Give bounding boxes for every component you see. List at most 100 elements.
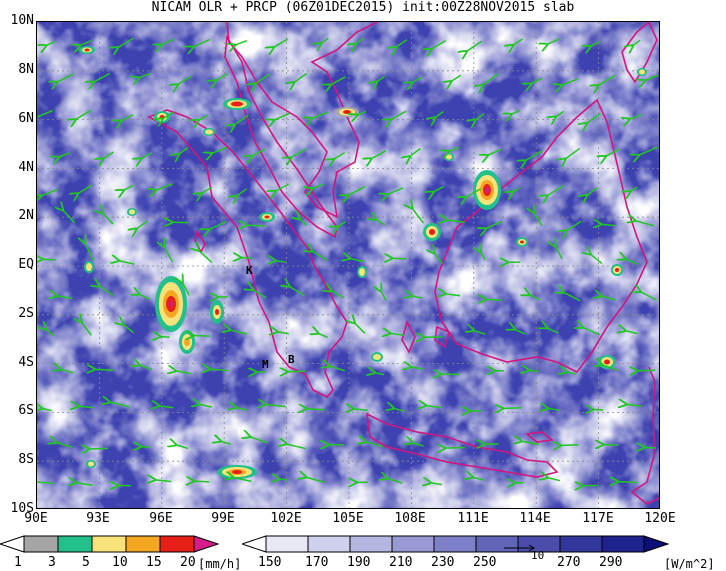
lat-label: 10S xyxy=(10,501,34,516)
precip-cell xyxy=(259,212,275,222)
wind-arrow xyxy=(75,109,92,119)
olr-tick: 230 xyxy=(431,555,455,570)
wind-arrow xyxy=(601,296,617,301)
wind-arrow xyxy=(46,329,55,337)
lon-label: 108E xyxy=(394,511,426,526)
wind-arrow xyxy=(435,110,444,119)
wind-arrow xyxy=(390,110,407,120)
wind-arrow xyxy=(547,38,560,45)
lat-label: 8N xyxy=(18,62,34,77)
wind-arrow xyxy=(252,289,267,299)
wind-arrow xyxy=(592,410,604,411)
olr-tick: 290 xyxy=(599,555,623,570)
precip-tick: 5 xyxy=(82,555,90,570)
precip-cell xyxy=(637,68,647,76)
wind-arrow xyxy=(177,75,193,85)
wind-arrow xyxy=(560,445,579,446)
wind-arrow xyxy=(312,251,328,261)
precip-tick: 20 xyxy=(180,555,196,570)
wind-arrow xyxy=(555,110,565,117)
wind-arrow xyxy=(582,327,601,336)
precip-unit: [mm/h] xyxy=(198,557,242,571)
wind-arrow xyxy=(644,74,659,81)
wind-arrow xyxy=(275,183,290,191)
precipitation-cells xyxy=(79,46,647,479)
wind-arrow xyxy=(547,478,561,482)
wind-arrow xyxy=(162,111,174,119)
wind-arrow xyxy=(376,219,385,226)
philippine-coast xyxy=(621,22,658,84)
wind-arrow xyxy=(198,250,213,264)
lon-label: 102E xyxy=(270,511,302,526)
wind-arrow xyxy=(81,322,92,336)
wind-arrow xyxy=(58,152,70,158)
wind-arrow xyxy=(329,366,345,372)
wind-arrow xyxy=(139,294,150,300)
wind-arrow xyxy=(511,109,521,114)
wind-arrow xyxy=(230,330,248,335)
wind-arrow xyxy=(528,370,539,371)
wind-arrow xyxy=(349,258,364,263)
wind-arrow xyxy=(287,371,305,372)
wind-arrow xyxy=(56,442,73,449)
lon-label: 90E xyxy=(24,511,48,526)
lat-label: 10N xyxy=(10,13,34,28)
precip-cell xyxy=(335,107,359,117)
precip-cell xyxy=(223,98,251,110)
wind-arrow xyxy=(603,445,619,446)
lon-label: 120E xyxy=(644,511,676,526)
lon-label: 111E xyxy=(457,511,489,526)
lat-label: 4S xyxy=(18,355,34,370)
wind-arrow xyxy=(433,185,445,192)
wind-arrow xyxy=(625,259,638,265)
lat-label: 4N xyxy=(18,160,34,175)
wind-arrow xyxy=(566,220,582,231)
precip-cell xyxy=(210,300,224,324)
lon-label: 96E xyxy=(149,511,173,526)
precip-cell xyxy=(179,330,195,354)
wind-arrow xyxy=(633,39,641,46)
wind-arrow xyxy=(109,402,130,408)
wind-arrow xyxy=(273,38,288,48)
wind-arrow xyxy=(42,408,52,410)
precip-cell xyxy=(423,223,441,241)
wind-arrow xyxy=(246,225,266,226)
lat-label: 8S xyxy=(18,452,34,467)
wind-arrow xyxy=(117,37,135,48)
wind-arrow xyxy=(37,109,53,119)
wind-arrow xyxy=(525,149,543,161)
olr-colorbar xyxy=(242,535,670,553)
wind-arrow xyxy=(481,252,486,261)
wind-arrow xyxy=(465,188,482,198)
wind-arrow xyxy=(102,213,114,225)
wind-arrow xyxy=(409,147,421,157)
wind-arrow xyxy=(60,369,74,374)
wind-arrow xyxy=(279,479,289,480)
lon-label: 114E xyxy=(519,511,551,526)
wind-arrow xyxy=(277,332,289,334)
wind-arrow xyxy=(233,477,252,483)
olr-unit: [W/m^2] xyxy=(664,557,715,571)
precip-tick: 15 xyxy=(146,555,162,570)
precip-tick: 1 xyxy=(14,555,22,570)
map-canvas: K M B xyxy=(37,22,659,508)
wind-arrow xyxy=(331,291,345,299)
wind-arrow xyxy=(78,406,93,408)
olr-precip-map: K M B xyxy=(36,21,660,509)
precip-cell xyxy=(79,46,95,54)
wind-arrow xyxy=(93,72,111,82)
wind-arrow xyxy=(94,369,114,370)
precip-cell xyxy=(371,352,383,362)
precip-cell xyxy=(86,460,96,468)
wind-arrow xyxy=(638,146,658,155)
wind-arrow xyxy=(411,76,423,83)
borneo-coast xyxy=(434,98,648,374)
wind-arrow xyxy=(392,258,407,259)
wind-arrow xyxy=(451,74,462,82)
wind-arrow xyxy=(355,37,364,44)
precip-cell xyxy=(516,237,528,247)
olr-tick: 250 xyxy=(473,555,497,570)
wind-arrow xyxy=(160,337,170,338)
lon-label: 105E xyxy=(332,511,364,526)
wind-arrow xyxy=(75,483,93,486)
